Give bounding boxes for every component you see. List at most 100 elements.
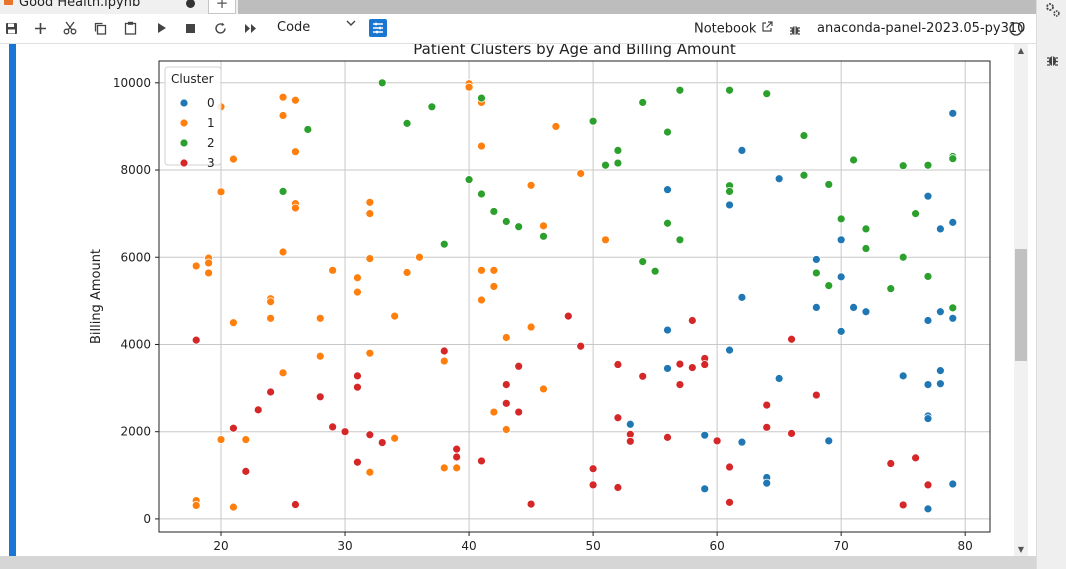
chart-title: Patient Clusters by Age and Billing Amou…	[413, 44, 736, 58]
point-cluster-3	[663, 432, 672, 442]
point-cluster-2	[861, 224, 871, 234]
point-cluster-1	[477, 295, 486, 305]
point-cluster-1	[278, 92, 288, 102]
point-cluster-3	[340, 427, 350, 437]
point-cluster-1	[204, 258, 214, 268]
point-cluster-0	[625, 419, 635, 429]
point-cluster-0	[948, 108, 958, 118]
scroll-up-icon[interactable]: ▲	[1017, 46, 1025, 55]
restart-icon[interactable]	[209, 17, 231, 39]
paste-icon[interactable]	[119, 17, 141, 39]
notebook-label: Notebook	[694, 21, 757, 37]
point-cluster-0	[935, 224, 945, 234]
point-cluster-1	[216, 187, 226, 197]
point-cluster-1	[353, 273, 362, 283]
point-cluster-1	[601, 235, 610, 245]
x-tick-label: 80	[958, 539, 973, 553]
point-cluster-0	[948, 479, 958, 489]
point-cluster-0	[861, 307, 871, 317]
point-cluster-1	[501, 333, 511, 342]
point-cluster-2	[948, 154, 958, 164]
new-tab-button[interactable]: +	[208, 0, 236, 14]
add-icon[interactable]	[29, 17, 51, 39]
point-cluster-1	[353, 287, 362, 297]
point-cluster-1	[229, 154, 238, 164]
horizontal-scroll-track[interactable]	[0, 556, 1036, 569]
legend-box	[164, 66, 222, 166]
point-cluster-3	[625, 436, 635, 446]
legend-title: Cluster	[171, 72, 214, 86]
debugger-bug-icon[interactable]	[789, 21, 801, 40]
point-cluster-2	[799, 170, 809, 180]
point-cluster-1	[477, 141, 486, 151]
point-cluster-2	[613, 158, 623, 168]
run-icon[interactable]	[150, 17, 172, 39]
point-cluster-1	[390, 311, 400, 321]
point-cluster-3	[712, 436, 722, 446]
point-cluster-0	[737, 292, 747, 302]
point-cluster-3	[687, 316, 697, 325]
point-cluster-3	[911, 453, 920, 463]
point-cluster-0	[737, 146, 747, 155]
point-cluster-3	[638, 371, 648, 381]
unsaved-indicator-icon[interactable]	[186, 0, 195, 8]
stop-icon[interactable]	[179, 17, 201, 39]
point-cluster-2	[601, 160, 610, 170]
point-cluster-3	[787, 334, 796, 344]
notebook-tab[interactable]: Good Health.ipynb	[0, 0, 238, 14]
point-cluster-1	[278, 111, 288, 120]
active-cell-indicator[interactable]	[9, 44, 16, 556]
scroll-down-icon[interactable]: ▼	[1017, 545, 1025, 554]
x-tick-label: 60	[709, 539, 724, 553]
point-cluster-2	[898, 252, 908, 262]
point-cluster-3	[328, 422, 338, 432]
point-cluster-2	[588, 116, 598, 126]
point-cluster-2	[464, 175, 474, 185]
point-cluster-0	[935, 366, 945, 376]
debugger-sidebar-icon[interactable]	[1046, 52, 1059, 71]
point-cluster-2	[663, 218, 672, 228]
save-icon[interactable]	[0, 17, 22, 39]
notebook-file-icon	[4, 0, 13, 5]
point-cluster-2	[923, 160, 933, 170]
cell-type-select[interactable]: Code	[270, 18, 358, 38]
legend-entry-0: 0	[207, 96, 215, 110]
kernel-status-icon[interactable]	[1009, 21, 1023, 40]
property-gears-icon[interactable]	[1044, 2, 1062, 22]
kernel-name[interactable]: anaconda-panel-2023.05-py310	[817, 21, 1026, 36]
point-cluster-3	[365, 430, 375, 440]
point-cluster-2	[303, 125, 313, 134]
notebook-view-link[interactable]: Notebook	[694, 21, 773, 37]
point-cluster-3	[253, 405, 263, 415]
point-cluster-1	[229, 318, 238, 328]
point-cluster-3	[514, 361, 524, 371]
point-cluster-1	[365, 197, 375, 207]
point-cluster-1	[390, 433, 400, 443]
cut-icon[interactable]	[59, 17, 81, 39]
point-cluster-1	[365, 209, 375, 219]
property-inspector-icon[interactable]	[369, 19, 387, 37]
vertical-scrollbar[interactable]: ▲ ▼	[1014, 44, 1028, 556]
point-cluster-1	[464, 82, 474, 92]
x-tick-label: 50	[585, 539, 600, 553]
point-cluster-2	[836, 214, 846, 224]
point-cluster-3	[452, 444, 462, 454]
point-cluster-1	[365, 467, 375, 477]
point-cluster-0	[811, 255, 821, 264]
right-sidebar	[1036, 0, 1066, 569]
point-cluster-1	[489, 282, 499, 291]
point-cluster-0	[923, 414, 933, 424]
point-cluster-1	[266, 297, 276, 307]
point-cluster-3	[787, 429, 796, 438]
scrollbar-thumb[interactable]	[1015, 249, 1027, 361]
notebook-toolbar: Code Notebook anaconda-panel-2023.05-py3…	[0, 14, 1036, 44]
fast-forward-icon[interactable]	[240, 17, 262, 39]
point-cluster-2	[439, 239, 449, 249]
legend-entry-2: 2	[207, 136, 215, 150]
copy-icon[interactable]	[89, 17, 111, 39]
point-cluster-1	[489, 265, 499, 275]
point-cluster-3	[675, 359, 685, 369]
point-cluster-3	[613, 413, 623, 423]
point-cluster-1	[539, 221, 548, 231]
point-cluster-2	[489, 207, 499, 216]
